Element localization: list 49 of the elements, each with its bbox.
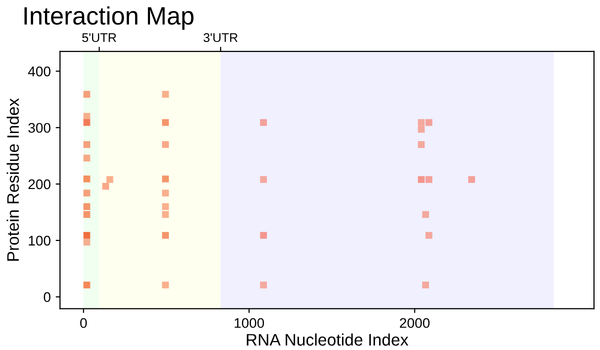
point (162, 141, 169, 148)
annotation: 3'UTR (204, 33, 238, 42)
point (162, 90, 169, 98)
point (260, 119, 267, 126)
point (260, 282, 267, 288)
point (83, 238, 90, 246)
point (83, 176, 90, 182)
y-tick-label: 300 (28, 122, 50, 133)
point (83, 232, 90, 239)
point (418, 141, 425, 148)
point (162, 211, 169, 218)
point (83, 211, 90, 218)
point (426, 176, 432, 183)
y-tick-label: 100 (28, 236, 50, 246)
point (418, 176, 425, 183)
point (162, 190, 169, 196)
point (102, 182, 110, 190)
point (260, 232, 267, 239)
chart-title: Interaction Map (24, 6, 194, 30)
point (426, 119, 432, 126)
point (83, 90, 90, 98)
x-tick-label: 2000 (400, 318, 430, 328)
point (418, 119, 425, 126)
point (83, 119, 90, 126)
point (83, 190, 90, 196)
point (162, 176, 169, 182)
point (83, 141, 90, 148)
point (83, 282, 90, 288)
y-tick-label: 200 (28, 179, 50, 190)
point (260, 176, 267, 183)
x-axis-title: RNA Nucleotide Index (246, 333, 408, 346)
x-tick-label: 1000 (234, 318, 264, 328)
x-tick-label: 0 (80, 318, 87, 328)
point (162, 232, 169, 239)
point (162, 119, 169, 126)
point (83, 203, 90, 210)
point (106, 176, 114, 183)
point (422, 211, 430, 218)
point (162, 203, 169, 210)
point (418, 126, 425, 133)
point (426, 232, 432, 239)
point (468, 176, 476, 183)
annotation: 5'UTR (82, 33, 116, 42)
y-tick-label: 400 (28, 66, 50, 76)
point (162, 282, 169, 288)
y-axis-title: Protein Residue Index (6, 98, 19, 261)
point (83, 154, 90, 162)
point (422, 282, 430, 288)
y-tick-label: 0 (44, 292, 50, 302)
